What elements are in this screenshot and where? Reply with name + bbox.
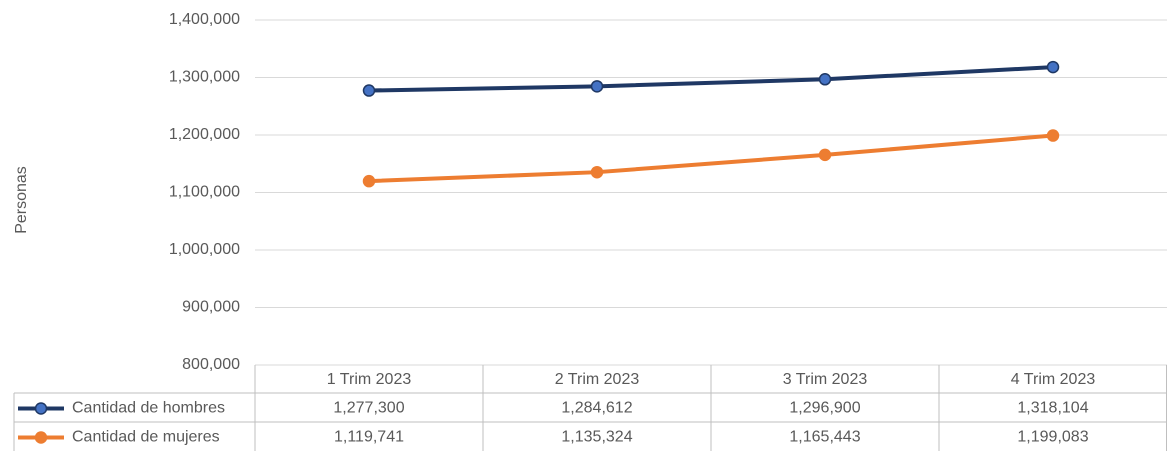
- table-value: 1,135,324: [561, 429, 632, 446]
- y-tick-label: 1,100,000: [169, 184, 240, 201]
- series-line: [368, 65, 1054, 93]
- legend-marker: [34, 402, 48, 415]
- table-value: 1,199,083: [1017, 429, 1088, 446]
- legend-marker: [34, 431, 48, 444]
- legend-label: Cantidad de mujeres: [72, 429, 220, 446]
- marker: [590, 80, 604, 93]
- table-value: 1,284,612: [561, 400, 632, 417]
- table-value: 1,296,900: [789, 400, 860, 417]
- table-value: 1,165,443: [789, 429, 860, 446]
- y-tick-label: 1,300,000: [169, 69, 240, 86]
- series-line: [368, 133, 1054, 184]
- y-tick-label: 900,000: [182, 299, 240, 316]
- legend-label: Cantidad de hombres: [72, 400, 225, 417]
- y-tick-label: 1,400,000: [169, 11, 240, 28]
- y-tick-label: 800,000: [182, 356, 240, 373]
- marker: [1046, 129, 1060, 142]
- table-value: 1,119,741: [334, 429, 404, 446]
- table-value: 1,277,300: [333, 400, 404, 417]
- marker: [818, 73, 832, 86]
- marker: [1046, 60, 1060, 74]
- x-tick-label: 3 Trim 2023: [783, 371, 868, 388]
- y-tick-label: 1,200,000: [169, 126, 240, 143]
- x-tick-label: 2 Trim 2023: [555, 371, 640, 388]
- table-value: 1,318,104: [1017, 400, 1088, 417]
- marker: [590, 165, 604, 179]
- marker: [362, 84, 376, 97]
- marker: [818, 148, 832, 162]
- x-tick-label: 1 Trim 2023: [327, 371, 412, 388]
- y-tick-label: 1,000,000: [169, 241, 240, 258]
- y-axis-label: Personas: [13, 166, 30, 234]
- x-tick-label: 4 Trim 2023: [1011, 371, 1096, 388]
- marker: [362, 174, 376, 188]
